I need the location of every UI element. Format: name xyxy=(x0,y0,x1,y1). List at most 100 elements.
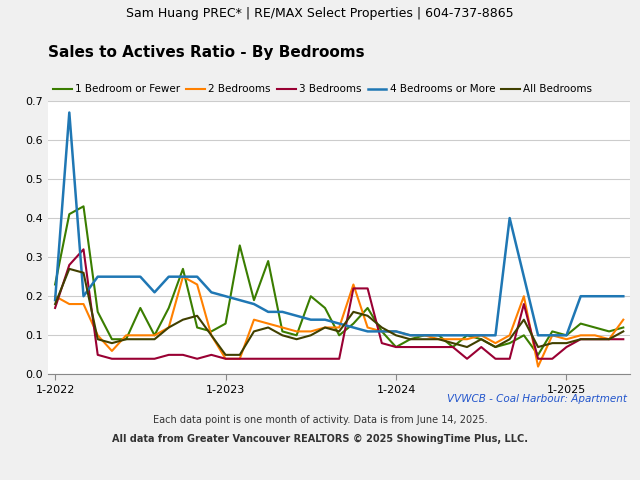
2 Bedrooms xyxy=(165,324,173,330)
1 Bedroom or Fewer xyxy=(122,336,130,342)
3 Bedrooms xyxy=(477,344,485,350)
4 Bedrooms or More xyxy=(321,317,329,323)
3 Bedrooms xyxy=(392,344,400,350)
3 Bedrooms xyxy=(335,356,343,361)
All Bedrooms xyxy=(548,340,556,346)
4 Bedrooms or More xyxy=(378,328,386,334)
Line: 4 Bedrooms or More: 4 Bedrooms or More xyxy=(55,112,623,336)
2 Bedrooms xyxy=(378,328,386,334)
3 Bedrooms xyxy=(563,344,570,350)
3 Bedrooms xyxy=(406,344,414,350)
4 Bedrooms or More xyxy=(165,274,173,279)
4 Bedrooms or More xyxy=(292,313,300,319)
2 Bedrooms xyxy=(591,333,599,338)
4 Bedrooms or More xyxy=(221,293,229,299)
All Bedrooms xyxy=(534,344,542,350)
4 Bedrooms or More xyxy=(463,333,471,338)
1 Bedroom or Fewer xyxy=(520,333,528,338)
3 Bedrooms xyxy=(449,344,457,350)
1 Bedroom or Fewer xyxy=(307,293,315,299)
2 Bedrooms xyxy=(193,282,201,288)
3 Bedrooms xyxy=(94,352,102,358)
Line: 2 Bedrooms: 2 Bedrooms xyxy=(55,276,623,367)
4 Bedrooms or More xyxy=(506,215,513,221)
4 Bedrooms or More xyxy=(94,274,102,279)
3 Bedrooms xyxy=(264,356,272,361)
1 Bedroom or Fewer xyxy=(79,204,87,209)
4 Bedrooms or More xyxy=(307,317,315,323)
1 Bedroom or Fewer xyxy=(207,328,215,334)
All Bedrooms xyxy=(420,336,428,342)
2 Bedrooms xyxy=(94,333,102,338)
3 Bedrooms xyxy=(378,340,386,346)
All Bedrooms xyxy=(435,336,442,342)
2 Bedrooms xyxy=(292,328,300,334)
1 Bedroom or Fewer xyxy=(65,211,73,217)
3 Bedrooms xyxy=(278,356,286,361)
4 Bedrooms or More xyxy=(193,274,201,279)
1 Bedroom or Fewer xyxy=(534,352,542,358)
4 Bedrooms or More xyxy=(108,274,116,279)
All Bedrooms xyxy=(136,336,144,342)
4 Bedrooms or More xyxy=(406,333,414,338)
2 Bedrooms xyxy=(364,324,371,330)
3 Bedrooms xyxy=(463,356,471,361)
All Bedrooms xyxy=(577,336,584,342)
2 Bedrooms xyxy=(264,321,272,326)
4 Bedrooms or More xyxy=(236,297,244,303)
All Bedrooms xyxy=(406,336,414,342)
4 Bedrooms or More xyxy=(534,333,542,338)
1 Bedroom or Fewer xyxy=(349,321,357,326)
1 Bedroom or Fewer xyxy=(364,305,371,311)
All Bedrooms xyxy=(463,344,471,350)
4 Bedrooms or More xyxy=(264,309,272,315)
2 Bedrooms xyxy=(435,336,442,342)
3 Bedrooms xyxy=(349,286,357,291)
3 Bedrooms xyxy=(492,356,499,361)
Line: All Bedrooms: All Bedrooms xyxy=(55,269,623,355)
1 Bedroom or Fewer xyxy=(563,333,570,338)
2 Bedrooms xyxy=(221,356,229,361)
All Bedrooms xyxy=(506,336,513,342)
1 Bedroom or Fewer xyxy=(221,321,229,326)
3 Bedrooms xyxy=(179,352,187,358)
All Bedrooms xyxy=(51,301,59,307)
Text: Sales to Actives Ratio - By Bedrooms: Sales to Actives Ratio - By Bedrooms xyxy=(48,45,365,60)
2 Bedrooms xyxy=(179,274,187,279)
4 Bedrooms or More xyxy=(492,333,499,338)
2 Bedrooms xyxy=(321,324,329,330)
All Bedrooms xyxy=(122,336,130,342)
2 Bedrooms xyxy=(605,336,613,342)
1 Bedroom or Fewer xyxy=(193,324,201,330)
All Bedrooms xyxy=(250,328,258,334)
1 Bedroom or Fewer xyxy=(165,305,173,311)
3 Bedrooms xyxy=(79,246,87,252)
2 Bedrooms xyxy=(392,328,400,334)
2 Bedrooms xyxy=(307,328,315,334)
1 Bedroom or Fewer xyxy=(392,344,400,350)
4 Bedrooms or More xyxy=(335,321,343,326)
Text: All data from Greater Vancouver REALTORS © 2025 ShowingTime Plus, LLC.: All data from Greater Vancouver REALTORS… xyxy=(112,434,528,444)
2 Bedrooms xyxy=(449,336,457,342)
All Bedrooms xyxy=(108,340,116,346)
1 Bedroom or Fewer xyxy=(335,333,343,338)
3 Bedrooms xyxy=(65,262,73,268)
1 Bedroom or Fewer xyxy=(108,336,116,342)
4 Bedrooms or More xyxy=(179,274,187,279)
1 Bedroom or Fewer xyxy=(548,328,556,334)
1 Bedroom or Fewer xyxy=(136,305,144,311)
3 Bedrooms xyxy=(321,356,329,361)
4 Bedrooms or More xyxy=(65,109,73,115)
4 Bedrooms or More xyxy=(605,293,613,299)
3 Bedrooms xyxy=(620,336,627,342)
2 Bedrooms xyxy=(520,293,528,299)
1 Bedroom or Fewer xyxy=(250,297,258,303)
1 Bedroom or Fewer xyxy=(51,282,59,288)
All Bedrooms xyxy=(605,336,613,342)
All Bedrooms xyxy=(264,324,272,330)
All Bedrooms xyxy=(392,333,400,338)
4 Bedrooms or More xyxy=(563,333,570,338)
1 Bedroom or Fewer xyxy=(591,324,599,330)
3 Bedrooms xyxy=(250,356,258,361)
4 Bedrooms or More xyxy=(122,274,130,279)
